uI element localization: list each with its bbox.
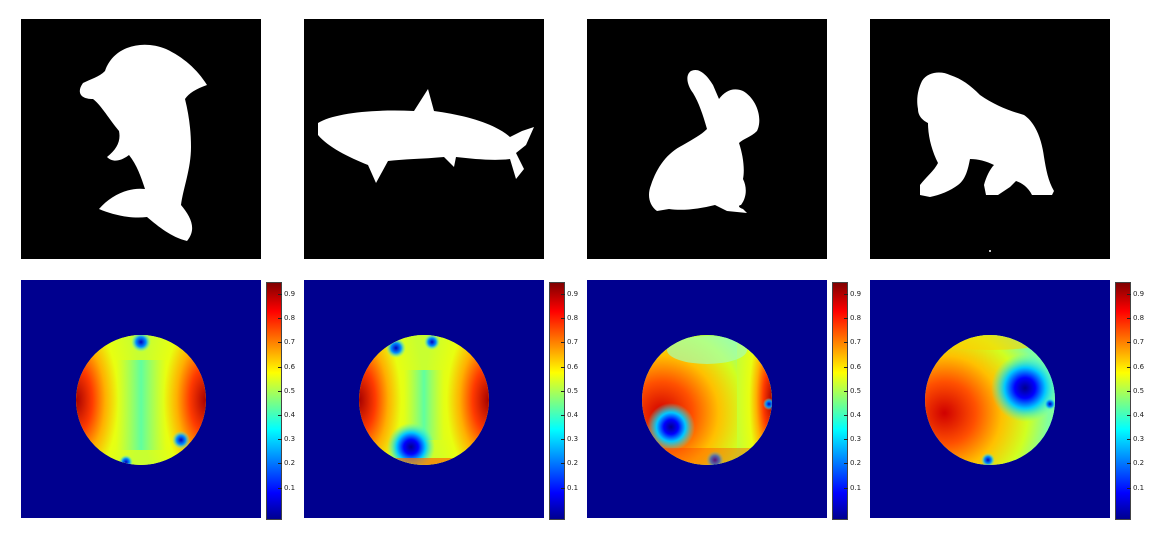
colorbar-1: 0.9 0.8 0.7 0.6 0.5 0.4 0.3 0.2 0.1 <box>266 282 295 520</box>
heatmap-panel-rabbit <box>587 280 827 518</box>
colorbar-gradient <box>549 282 565 520</box>
colorbar-2: 0.9 0.8 0.7 0.6 0.5 0.4 0.3 0.2 0.1 <box>549 282 578 520</box>
colorbar-tick-mark <box>844 318 848 320</box>
colorbar-tick-label: 0.8 <box>284 314 296 323</box>
colorbar-tick-label: 0.5 <box>284 386 296 395</box>
colorbar-tick-mark <box>278 294 282 295</box>
colorbar-gradient <box>832 282 848 520</box>
colorbar-tick-mark <box>278 366 282 368</box>
colorbar-tick-label: 0.4 <box>567 411 579 419</box>
colorbar-tick-mark <box>1127 415 1131 416</box>
colorbar-tick-label: 0.8 <box>1133 314 1145 323</box>
colorbar-tick-label: 0.7 <box>567 338 579 347</box>
colorbar-tick-mark <box>1127 487 1131 489</box>
colorbar-tick-label: 0.9 <box>284 290 296 298</box>
colorbar-tick-label: 0.8 <box>850 314 862 323</box>
colorbar-tick-label: 0.4 <box>1133 411 1145 419</box>
colorbar-tick-label: 0.8 <box>567 314 579 323</box>
colorbar-tick-mark <box>278 318 282 320</box>
heatmap-disk <box>642 335 772 465</box>
colorbar-tick-label: 0.2 <box>1133 459 1145 468</box>
colorbar-tick-label: 0.2 <box>284 459 296 468</box>
silhouette-panel-dolphin <box>21 19 261 259</box>
colorbar-tick-mark <box>561 342 565 344</box>
heatmap-panel-shark <box>304 280 544 518</box>
colorbar-tick-mark <box>844 390 848 392</box>
colorbar-tick-label: 0.2 <box>567 459 579 468</box>
silhouette-panel-shark <box>304 19 544 259</box>
colorbar-tick-mark <box>844 415 848 416</box>
heatmap-disk <box>925 335 1055 465</box>
colorbar-tick-mark <box>278 415 282 416</box>
silhouette-panel-rabbit <box>587 19 827 259</box>
colorbar-tick-label: 0.9 <box>850 290 862 298</box>
colorbar-tick-mark <box>844 439 848 441</box>
colorbar-tick-mark <box>561 366 565 368</box>
colorbar-gradient <box>266 282 282 520</box>
colorbar-tick-mark <box>844 487 848 489</box>
colorbar-tick-label: 0.9 <box>567 290 579 298</box>
colorbar-tick-mark <box>278 439 282 441</box>
colorbar-tick-label: 0.6 <box>284 362 296 371</box>
colorbar-tick-mark <box>844 342 848 344</box>
colorbar-tick-mark <box>561 487 565 489</box>
colorbar-tick-mark <box>561 439 565 441</box>
colorbar-tick-mark <box>1127 318 1131 320</box>
colorbar-tick-mark <box>561 390 565 392</box>
colorbar-tick-label: 0.6 <box>850 362 862 371</box>
silhouette-panel-gorilla <box>870 19 1110 259</box>
colorbar-tick-mark <box>561 463 565 465</box>
colorbar-tick-mark <box>1127 463 1131 465</box>
heatmap-panel-gorilla <box>870 280 1110 518</box>
colorbar-tick-mark <box>278 390 282 392</box>
colorbar-tick-label: 0.1 <box>850 483 862 492</box>
colorbar-tick-mark <box>278 342 282 344</box>
gorilla-silhouette-icon <box>917 72 1054 252</box>
heatmap-disk <box>76 335 206 465</box>
colorbar-tick-label: 0.3 <box>284 435 296 444</box>
colorbar-tick-mark <box>561 294 565 295</box>
colorbar-tick-label: 0.6 <box>567 362 579 371</box>
rabbit-silhouette-icon <box>649 69 760 213</box>
colorbar-tick-label: 0.7 <box>284 338 296 347</box>
colorbar-tick-label: 0.6 <box>1133 362 1145 371</box>
colorbar-tick-label: 0.1 <box>567 483 579 492</box>
colorbar-tick-mark <box>561 415 565 416</box>
colorbar-tick-mark <box>1127 342 1131 344</box>
shark-silhouette-icon <box>318 89 534 183</box>
colorbar-tick-mark <box>844 366 848 368</box>
colorbar-tick-label: 0.4 <box>850 411 862 419</box>
colorbar-tick-mark <box>1127 366 1131 368</box>
colorbar-tick-label: 0.5 <box>850 386 862 395</box>
colorbar-3: 0.9 0.8 0.7 0.6 0.5 0.4 0.3 0.2 0.1 <box>832 282 861 520</box>
colorbar-tick-mark <box>1127 390 1131 392</box>
heatmap-panel-dolphin <box>21 280 261 518</box>
colorbar-tick-label: 0.2 <box>850 459 862 468</box>
colorbar-tick-mark <box>278 487 282 489</box>
colorbar-tick-mark <box>844 463 848 465</box>
colorbar-tick-label: 0.1 <box>1133 483 1145 492</box>
colorbar-tick-mark <box>1127 439 1131 441</box>
colorbar-gradient <box>1115 282 1131 520</box>
heatmap-disk <box>359 335 489 465</box>
colorbar-tick-mark <box>561 318 565 320</box>
colorbar-tick-label: 0.9 <box>1133 290 1145 298</box>
colorbar-tick-label: 0.1 <box>284 483 296 492</box>
colorbar-tick-label: 0.3 <box>1133 435 1145 444</box>
colorbar-tick-label: 0.3 <box>567 435 579 444</box>
colorbar-tick-label: 0.5 <box>567 386 579 395</box>
colorbar-tick-label: 0.7 <box>850 338 862 347</box>
colorbar-tick-label: 0.3 <box>850 435 862 444</box>
dolphin-silhouette-icon <box>79 44 207 241</box>
colorbar-tick-label: 0.7 <box>1133 338 1145 347</box>
colorbar-tick-mark <box>844 294 848 295</box>
colorbar-tick-label: 0.4 <box>284 411 296 419</box>
colorbar-4: 0.9 0.8 0.7 0.6 0.5 0.4 0.3 0.2 0.1 <box>1115 282 1144 520</box>
colorbar-tick-label: 0.5 <box>1133 386 1145 395</box>
colorbar-tick-mark <box>278 463 282 465</box>
colorbar-tick-mark <box>1127 294 1131 295</box>
